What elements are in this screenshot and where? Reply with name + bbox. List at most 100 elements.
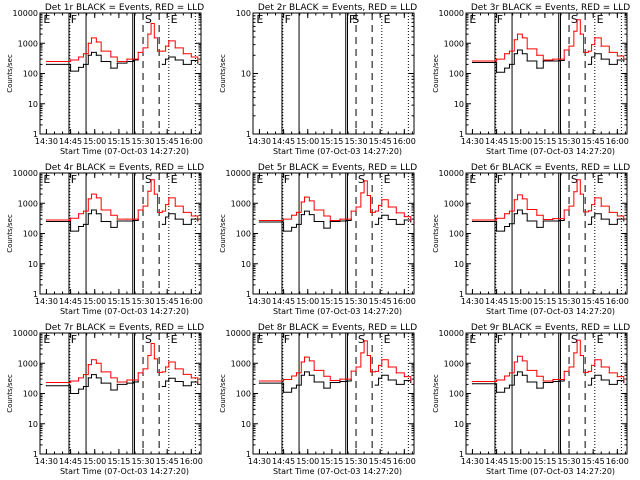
lld-series-point — [355, 366, 357, 368]
lld-series-point — [339, 378, 341, 380]
segment-label: E — [469, 333, 476, 346]
events-series-point — [78, 225, 80, 228]
lld-series-point — [142, 205, 144, 207]
y-tick-label: 1 — [33, 450, 38, 459]
lld-series-point — [78, 377, 80, 379]
x-tick-label: 14:45 — [272, 137, 295, 146]
lld-series-point — [542, 218, 544, 221]
events-series-point — [69, 392, 72, 395]
lld-series-point — [516, 355, 519, 357]
events-series-point — [303, 371, 306, 373]
x-axis-label: Start Time (07-Oct-03 14:27:20) — [273, 147, 402, 156]
x-tick-label: 15:45 — [369, 457, 392, 466]
lld-series-point — [558, 378, 560, 381]
events-series-point — [494, 383, 496, 385]
segment-label: E — [384, 333, 391, 346]
events-series-point — [508, 223, 511, 225]
segment-label: E — [469, 173, 476, 186]
y-tick-label: 10000 — [13, 169, 38, 178]
lld-series-point — [504, 53, 506, 55]
x-axis-label: Start Time (07-Oct-03 14:27:20) — [60, 307, 189, 316]
events-series-point — [68, 63, 70, 65]
lld-series-point — [90, 37, 93, 39]
panel-9: Det 9r BLACK = Events, RED = LLD 1 10 100 10… — [432, 323, 630, 476]
events-series-point — [82, 385, 85, 388]
x-tick-label: 14:45 — [59, 297, 82, 306]
lld-series-point — [366, 354, 368, 357]
events-series-point — [174, 380, 176, 383]
lld-series-point — [147, 190, 149, 192]
lld-series-point — [563, 209, 565, 211]
lld-series-point — [87, 364, 89, 366]
events-series-point — [508, 63, 511, 65]
lld-series-point — [403, 216, 405, 218]
events-series-point — [95, 54, 97, 56]
x-tick-label: 15:45 — [369, 297, 392, 306]
events-series-point — [300, 214, 302, 216]
y-tick-label: 100 — [449, 70, 464, 79]
plot-frame — [465, 332, 628, 455]
x-axis-label: Start Time (07-Oct-03 14:27:20) — [273, 467, 402, 476]
lld-series-point — [313, 209, 315, 211]
lld-series-point — [495, 379, 498, 381]
lld-series-point — [100, 371, 102, 373]
segment-label: E — [256, 173, 263, 186]
events-series-point — [410, 221, 412, 223]
events-series-point — [558, 219, 560, 222]
events-series-point — [197, 220, 199, 222]
lld-series-point — [90, 359, 93, 361]
events-series-point — [513, 374, 515, 376]
events-series-point — [587, 63, 589, 65]
events-series-point — [45, 220, 48, 223]
segment-label: E — [256, 13, 263, 26]
lld-series-point — [616, 215, 618, 217]
y-tick-label: 10 — [454, 260, 464, 269]
events-series-point — [590, 56, 593, 58]
events-series-point — [536, 387, 538, 389]
events-series-point — [594, 213, 596, 215]
lld-series-point — [573, 30, 575, 32]
events-series-point — [68, 385, 70, 387]
lld-series-point — [345, 218, 347, 220]
events-series-point — [410, 381, 412, 384]
y-tick-label: 1 — [246, 290, 251, 299]
events-series-point — [395, 223, 397, 225]
events-series-point — [45, 385, 48, 387]
x-tick-label: 16:00 — [180, 457, 203, 466]
lld-series-point — [142, 368, 144, 370]
lld-series-point — [137, 209, 139, 211]
lld-series-point — [197, 60, 199, 63]
lld-series-point — [494, 380, 496, 383]
events-series-point — [78, 66, 80, 68]
lld-series-point — [608, 51, 610, 53]
x-tick-label: 14:45 — [485, 137, 508, 146]
x-tick-label: 15:00 — [83, 457, 106, 466]
lld-series-point — [87, 42, 89, 44]
plot-frame — [252, 172, 415, 295]
lld-series-point — [366, 194, 368, 197]
panel-title: Det 7r BLACK = Events, RED = LLD — [45, 323, 204, 333]
panel-7: Det 7r BLACK = Events, RED = LLD 1 10 100 10… — [6, 323, 204, 476]
x-tick-label: 15:00 — [296, 457, 319, 466]
events-series-point — [182, 63, 184, 65]
x-tick-label: 15:00 — [509, 297, 532, 306]
events-series-point — [87, 377, 89, 379]
events-series-point — [504, 387, 506, 389]
lld-series-point — [608, 211, 610, 213]
segment-label: S — [571, 173, 578, 186]
y-axis-label: Counts/sec — [6, 54, 14, 93]
lld-series-point — [182, 211, 184, 213]
events-series-point — [174, 59, 176, 61]
lld-series-point — [78, 213, 80, 215]
lld-series-point — [147, 33, 149, 35]
lld-series-point — [197, 219, 199, 221]
events-series-point — [182, 385, 184, 387]
lld-series-point — [174, 47, 176, 49]
x-tick-label: 15:15 — [107, 457, 130, 466]
lld-series-point — [156, 50, 159, 52]
lld-series-point — [150, 22, 152, 25]
lld-series-point — [303, 196, 306, 198]
lld-series-point — [513, 199, 515, 201]
events-series-point — [100, 382, 102, 384]
